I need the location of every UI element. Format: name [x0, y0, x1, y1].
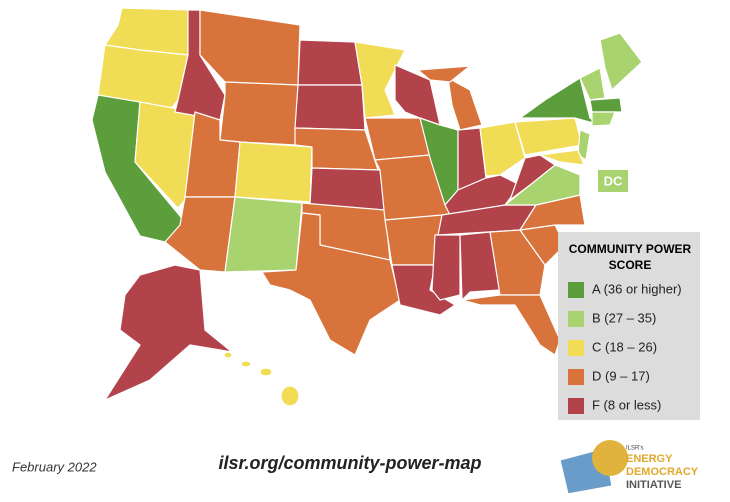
state [261, 212, 401, 356]
state [514, 117, 583, 156]
state [164, 196, 236, 273]
state [199, 9, 301, 86]
logo: ILSR's ENERGY DEMOCRACY INITIATIVE [559, 440, 699, 495]
legend-swatch [568, 398, 584, 414]
url: ilsr.org/community-power-map [218, 453, 481, 473]
legend-label: C (18 – 26) [592, 339, 657, 354]
legend-swatch [568, 311, 584, 327]
state [223, 351, 233, 359]
legend: A (36 or higher) B (27 – 35) C (18 – 26) D … [568, 281, 682, 414]
state [479, 121, 526, 177]
legend-title: COMMUNITY POWER [569, 242, 692, 256]
logo-line: INITIATIVE [626, 479, 681, 491]
state [234, 141, 313, 203]
state [509, 154, 556, 201]
state [294, 84, 366, 131]
sun [592, 440, 628, 476]
state [461, 294, 561, 356]
state [364, 117, 431, 161]
state [459, 231, 501, 301]
state [539, 149, 585, 166]
state [240, 360, 252, 368]
date: February 2022 [12, 459, 97, 474]
state [297, 39, 363, 86]
legend-swatch [568, 340, 584, 356]
state [599, 32, 643, 91]
state [104, 264, 233, 401]
state [519, 194, 586, 231]
state [224, 196, 303, 273]
state [589, 97, 623, 113]
dc-box [598, 170, 628, 192]
state [280, 385, 300, 407]
logo-line: ENERGY [626, 453, 673, 465]
dc-label: DC [604, 173, 623, 188]
legend-label: A (36 or higher) [592, 281, 682, 296]
logo-line: DEMOCRACY [626, 466, 699, 478]
state [417, 65, 471, 83]
logo-small: ILSR's [626, 446, 643, 452]
state [219, 81, 299, 146]
state [519, 77, 601, 126]
state [259, 367, 273, 377]
state [354, 41, 406, 119]
us-map: DC [91, 7, 643, 407]
state [431, 234, 461, 301]
legend-label: B (27 – 35) [592, 310, 656, 325]
legend-swatch [568, 369, 584, 385]
legend-swatch [568, 282, 584, 298]
state [309, 167, 386, 211]
state [447, 77, 483, 131]
state [591, 111, 616, 127]
legend-label: F (8 or less) [592, 397, 661, 412]
state [577, 129, 591, 161]
legend-label: D (9 – 17) [592, 368, 650, 383]
legend-title: SCORE [609, 258, 652, 272]
state [579, 67, 606, 101]
